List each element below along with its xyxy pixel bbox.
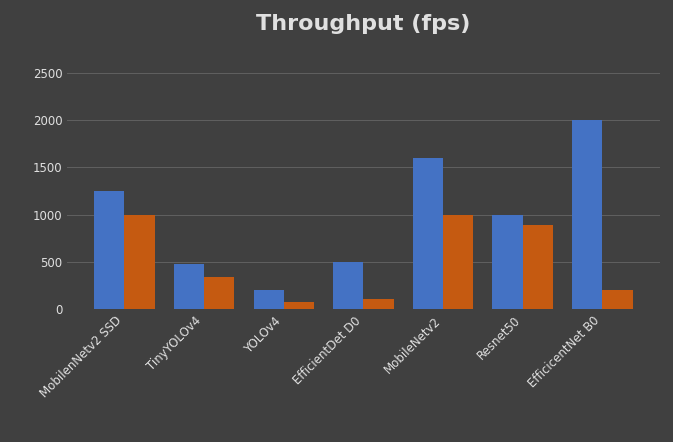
Bar xyxy=(254,290,284,309)
Bar xyxy=(572,120,602,309)
Bar xyxy=(493,215,523,309)
Bar xyxy=(443,215,473,309)
Bar xyxy=(94,191,125,309)
Bar xyxy=(333,262,363,309)
Bar xyxy=(413,158,443,309)
Title: Throughput (fps): Throughput (fps) xyxy=(256,14,470,34)
Bar xyxy=(284,302,314,309)
Bar xyxy=(174,264,204,309)
Bar xyxy=(523,225,553,309)
Bar xyxy=(363,299,394,309)
Bar xyxy=(125,215,155,309)
Bar xyxy=(204,277,234,309)
Bar xyxy=(602,290,633,309)
